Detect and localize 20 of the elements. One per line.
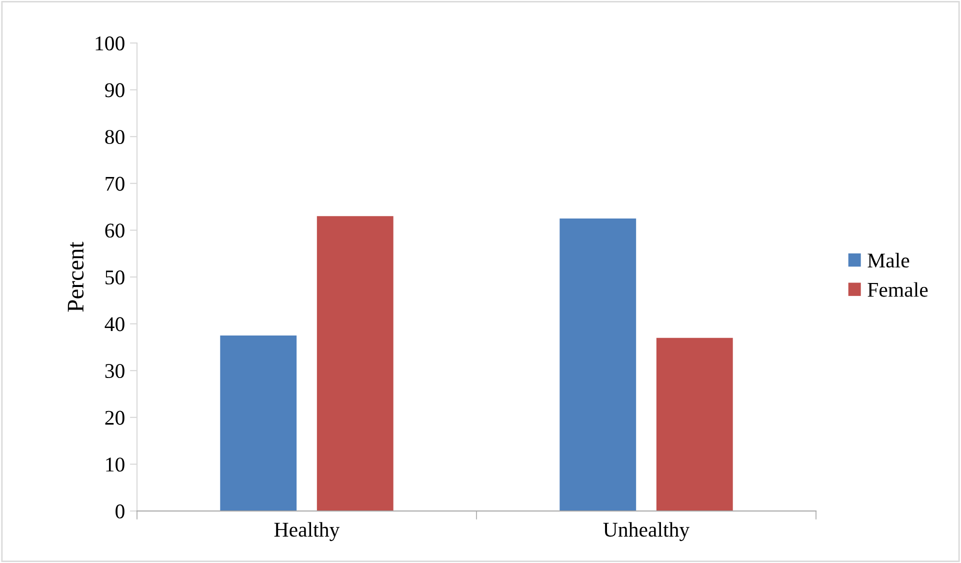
y-tick-label: 20 bbox=[105, 410, 124, 425]
y-tick-label: 40 bbox=[104, 317, 124, 332]
legend-label: Male bbox=[868, 252, 910, 268]
bar bbox=[316, 216, 394, 511]
y-tick-label: 90 bbox=[105, 83, 124, 98]
y-tick-label: 70 bbox=[106, 176, 124, 191]
y-tick-label: 60 bbox=[105, 224, 124, 238]
x-tick-label: Healthy bbox=[274, 522, 340, 542]
y-axis-title: Percent bbox=[68, 242, 84, 312]
y-tick-label: 30 bbox=[105, 364, 124, 378]
legend-label: Female bbox=[868, 282, 928, 297]
bar bbox=[656, 338, 733, 511]
y-tick-label: 10 bbox=[106, 458, 124, 472]
y-tick-label: 100 bbox=[96, 36, 124, 50]
bar bbox=[220, 336, 297, 511]
bar bbox=[560, 218, 636, 511]
y-tick-label: 0 bbox=[116, 504, 124, 518]
x-tick-label: Unhealthy bbox=[603, 522, 690, 542]
y-tick-label: 80 bbox=[105, 130, 124, 144]
y-tick-label: 50 bbox=[106, 270, 124, 284]
